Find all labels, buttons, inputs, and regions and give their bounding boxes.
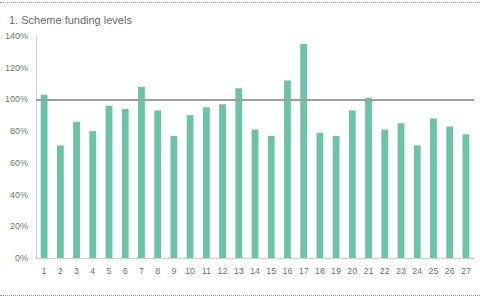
svg-text:26: 26	[445, 266, 455, 276]
svg-text:25: 25	[428, 266, 438, 276]
svg-text:6: 6	[123, 266, 128, 276]
svg-text:23: 23	[396, 266, 406, 276]
svg-text:17: 17	[299, 266, 309, 276]
svg-text:100%: 100%	[5, 94, 28, 104]
svg-text:40%: 40%	[10, 190, 28, 200]
svg-text:140%: 140%	[5, 31, 28, 41]
svg-text:15: 15	[266, 266, 276, 276]
svg-text:22: 22	[380, 266, 390, 276]
svg-text:1. Scheme funding levels: 1. Scheme funding levels	[9, 14, 132, 26]
svg-text:13: 13	[234, 266, 244, 276]
svg-text:80%: 80%	[10, 126, 28, 136]
svg-text:16: 16	[282, 266, 292, 276]
svg-text:7: 7	[139, 266, 144, 276]
svg-text:4: 4	[90, 266, 95, 276]
svg-text:10: 10	[185, 266, 195, 276]
svg-text:11: 11	[202, 266, 211, 276]
svg-text:9: 9	[171, 266, 176, 276]
svg-text:27: 27	[461, 266, 471, 276]
svg-text:12: 12	[218, 266, 228, 276]
svg-text:18: 18	[315, 266, 325, 276]
svg-text:60%: 60%	[10, 158, 28, 168]
svg-text:1: 1	[42, 266, 47, 276]
svg-text:3: 3	[74, 266, 79, 276]
svg-text:19: 19	[331, 266, 341, 276]
svg-text:21: 21	[364, 266, 374, 276]
svg-text:20: 20	[347, 266, 357, 276]
svg-text:24: 24	[412, 266, 422, 276]
svg-text:5: 5	[106, 266, 111, 276]
svg-text:8: 8	[155, 266, 160, 276]
svg-text:120%: 120%	[5, 63, 28, 73]
svg-text:20%: 20%	[10, 221, 28, 231]
svg-text:0%: 0%	[15, 253, 28, 263]
svg-text:2: 2	[58, 266, 63, 276]
svg-text:14: 14	[250, 266, 260, 276]
